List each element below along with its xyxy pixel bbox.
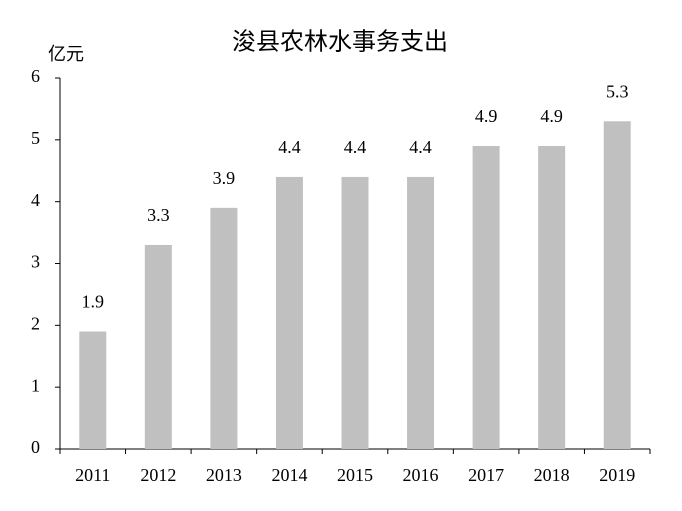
x-tick-label: 2017 <box>468 465 504 485</box>
data-label: 1.9 <box>82 292 105 312</box>
data-label: 4.9 <box>475 106 498 126</box>
x-tick-label: 2013 <box>206 465 242 485</box>
y-tick-label: 6 <box>31 66 40 86</box>
y-tick-label: 3 <box>31 252 40 272</box>
bar <box>341 176 369 449</box>
y-tick-label: 2 <box>31 313 40 333</box>
chart-title: 浚县农林水事务支出 <box>232 29 448 56</box>
y-tick-label: 5 <box>31 128 40 148</box>
data-label: 4.4 <box>278 137 301 157</box>
data-label: 5.3 <box>606 81 629 101</box>
bar <box>538 146 566 449</box>
y-tick-label: 0 <box>31 437 40 457</box>
y-tick-label: 4 <box>31 190 40 210</box>
x-tick-label: 2015 <box>337 465 373 485</box>
data-label: 4.9 <box>540 106 563 126</box>
x-tick-label: 2012 <box>140 465 176 485</box>
bar <box>407 176 435 449</box>
x-tick-label: 2011 <box>75 465 110 485</box>
data-label: 3.3 <box>147 205 170 225</box>
y-tick-label: 1 <box>31 375 40 395</box>
data-label: 4.4 <box>344 137 367 157</box>
data-label: 4.4 <box>409 137 432 157</box>
bar <box>603 121 631 450</box>
x-tick-label: 2018 <box>534 465 570 485</box>
bar <box>210 207 238 449</box>
x-tick-label: 2019 <box>599 465 635 485</box>
bar <box>144 244 172 449</box>
bar <box>79 331 107 449</box>
bar <box>275 176 303 449</box>
data-label: 3.9 <box>213 168 236 188</box>
x-tick-label: 2014 <box>271 465 307 485</box>
x-tick-label: 2016 <box>403 465 439 485</box>
bar <box>472 146 500 449</box>
y-unit: 亿元 <box>48 44 84 64</box>
